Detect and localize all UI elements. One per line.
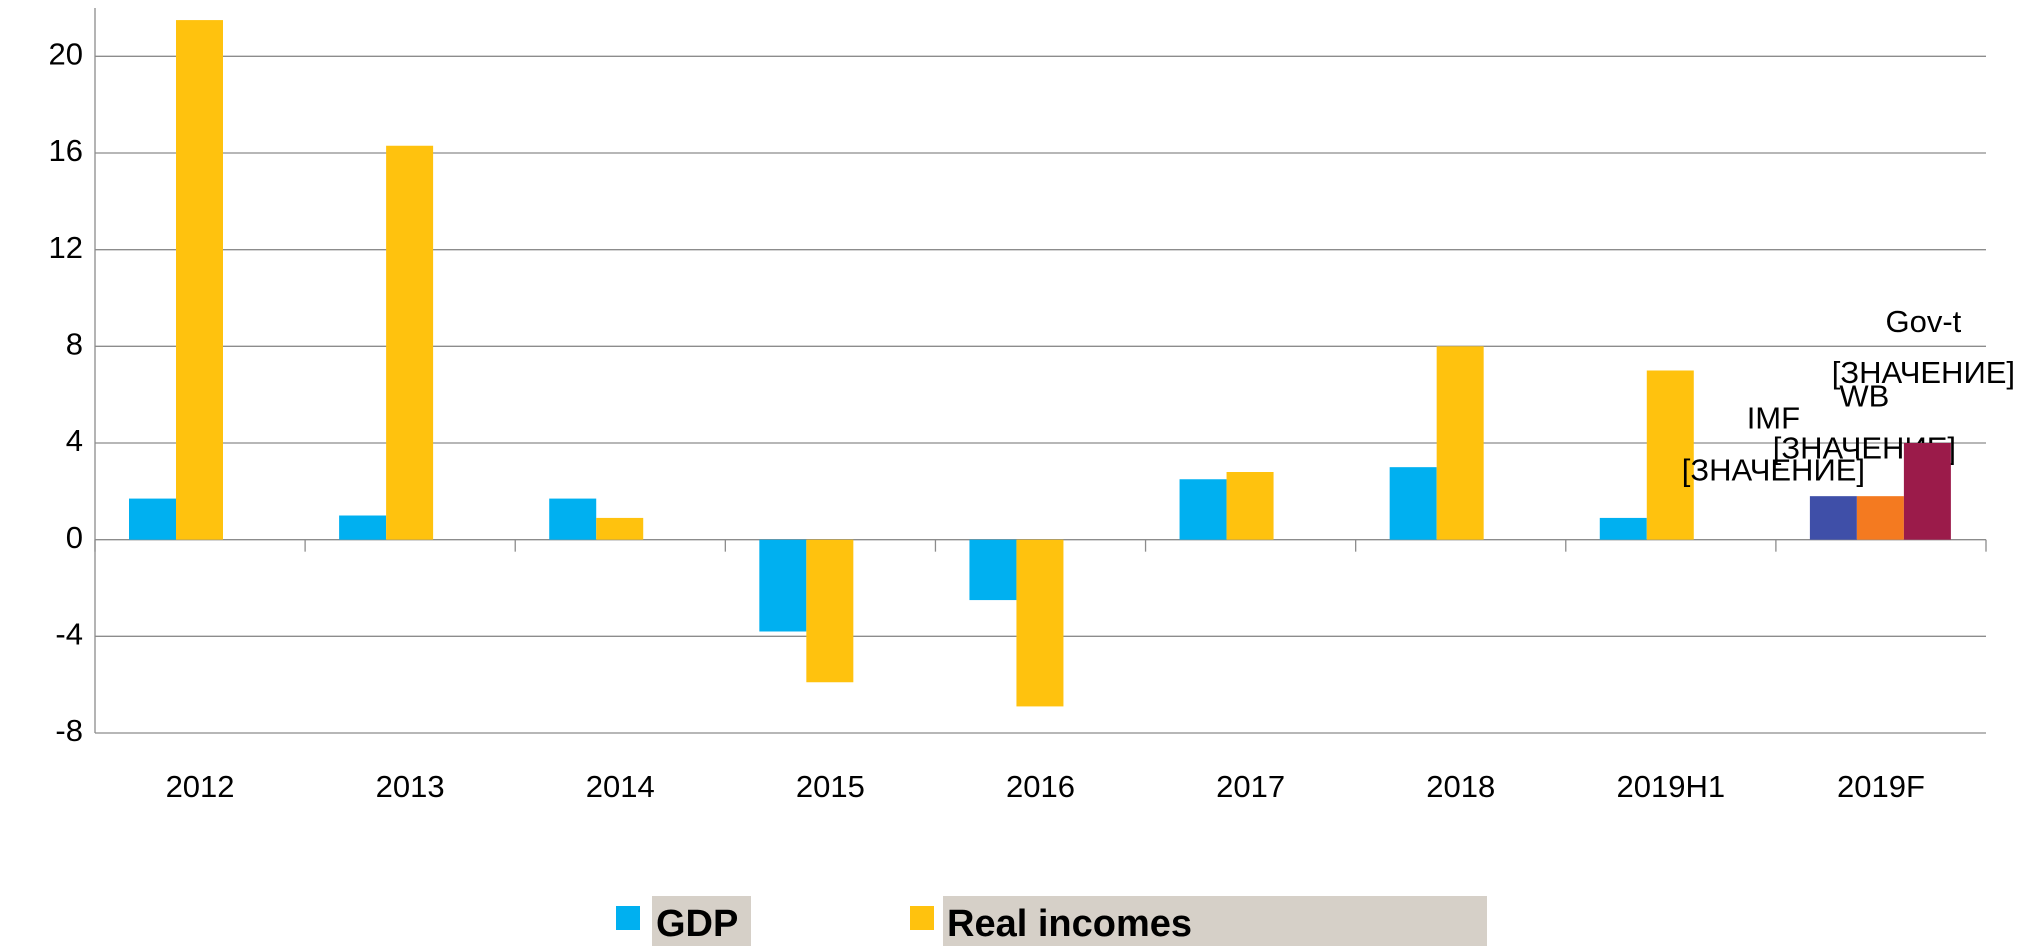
y-tick-label: 12 bbox=[49, 230, 83, 265]
legend-label: GDP bbox=[656, 903, 738, 945]
bar bbox=[339, 515, 387, 540]
y-tick-label: -4 bbox=[55, 617, 83, 652]
bar bbox=[1016, 539, 1064, 707]
y-tick-label: 4 bbox=[66, 423, 83, 458]
x-tick-label: 2015 bbox=[796, 769, 865, 804]
bar bbox=[176, 20, 223, 540]
x-tick-label: 2012 bbox=[166, 769, 235, 804]
bar bbox=[1903, 443, 1951, 540]
series-label: Gov-t bbox=[1885, 304, 1961, 339]
bar bbox=[386, 145, 434, 540]
legend-swatch bbox=[616, 906, 640, 930]
bar bbox=[1436, 346, 1484, 540]
bar bbox=[806, 539, 854, 683]
bar bbox=[1856, 496, 1904, 540]
bar bbox=[1646, 370, 1694, 540]
x-tick-label: 2013 bbox=[376, 769, 445, 804]
bar bbox=[1389, 467, 1437, 540]
series-label: WB bbox=[1839, 378, 1889, 413]
bar bbox=[969, 539, 1017, 601]
legend-box bbox=[652, 896, 751, 946]
x-tick-label: 2019H1 bbox=[1617, 769, 1726, 804]
bar bbox=[596, 517, 644, 540]
bar bbox=[1809, 496, 1857, 540]
y-tick-label: -8 bbox=[55, 713, 83, 748]
data-label: [ЗНАЧЕНИЕ] bbox=[1682, 452, 1865, 487]
data-label: [ЗНАЧЕНИЕ] bbox=[1832, 355, 2015, 390]
x-tick-label: 2017 bbox=[1216, 769, 1285, 804]
y-tick-label: 16 bbox=[49, 133, 83, 168]
legend-label: Real incomes bbox=[947, 903, 1192, 945]
x-tick-label: 2016 bbox=[1006, 769, 1075, 804]
bar bbox=[549, 498, 597, 540]
x-tick-label: 2019F bbox=[1837, 769, 1925, 804]
y-tick-label: 20 bbox=[49, 37, 83, 72]
bar bbox=[1226, 472, 1274, 540]
legend-swatch bbox=[910, 906, 934, 930]
x-tick-label: 2018 bbox=[1426, 769, 1495, 804]
bar bbox=[1179, 479, 1227, 540]
legend-box bbox=[943, 896, 1487, 946]
bar bbox=[129, 498, 176, 540]
bar bbox=[759, 539, 807, 632]
y-tick-label: 8 bbox=[66, 327, 83, 362]
x-tick-label: 2014 bbox=[586, 769, 655, 804]
series-label: IMF bbox=[1747, 400, 1800, 435]
y-tick-label: 0 bbox=[66, 520, 83, 555]
bar bbox=[1599, 517, 1647, 540]
